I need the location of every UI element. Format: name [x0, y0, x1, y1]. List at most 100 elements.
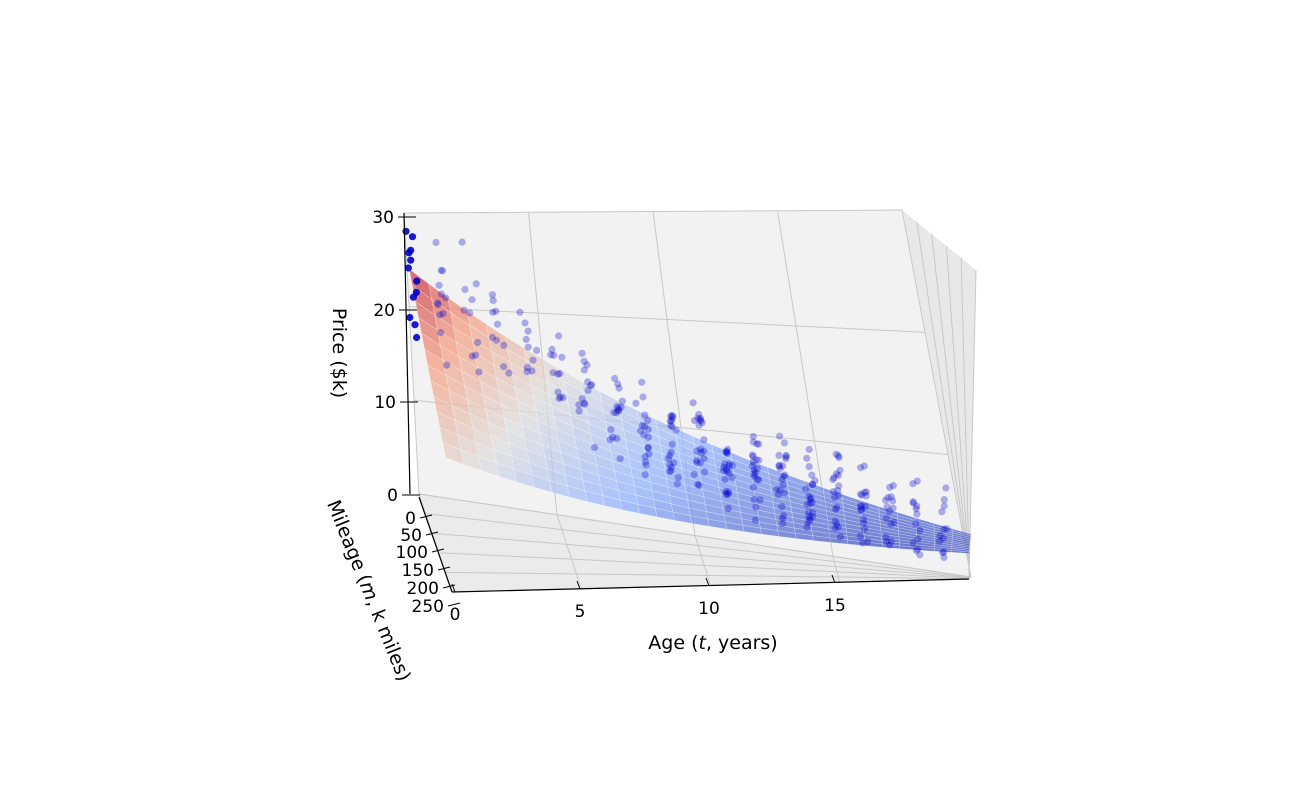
scatter-point [475, 368, 483, 376]
scatter-point [533, 346, 541, 354]
grid-z-wall-3 [403, 209, 903, 214]
scatter-point [406, 313, 414, 322]
scatter-point [890, 518, 898, 527]
scatter-point [548, 345, 556, 353]
scatter-point [443, 361, 451, 369]
scatter-point [857, 464, 865, 472]
scatter-point [580, 399, 588, 407]
scatter-point [618, 397, 627, 405]
scatter-point [632, 399, 640, 407]
scatter-point [500, 341, 508, 349]
scatter-point [611, 374, 619, 383]
scatter-point [489, 308, 497, 316]
scatter-point [641, 458, 650, 466]
scatter-point [556, 393, 565, 401]
scatter-point [580, 366, 588, 374]
x-tick-label: 15 [824, 596, 846, 616]
scatter-point [749, 438, 758, 446]
y-tick-label: 0 [405, 509, 416, 529]
scatter-point [614, 406, 623, 414]
scatter-point [750, 470, 758, 478]
scatter-point [698, 419, 706, 427]
scatter-point [493, 320, 502, 328]
scatter-point [664, 455, 673, 463]
scatter-point [832, 450, 840, 458]
scatter-point [723, 467, 731, 475]
scatter-point [748, 451, 757, 459]
scatter-point [782, 455, 790, 463]
scatter-point [889, 482, 897, 490]
scatter-point [468, 296, 476, 304]
scatter-point [803, 523, 811, 531]
y-tick-mark [447, 602, 461, 607]
scatter-point [803, 500, 811, 508]
scatter-point [835, 453, 843, 462]
scatter-point [881, 496, 890, 504]
scatter-point [616, 455, 624, 463]
scatter-point [523, 363, 532, 371]
scatter-point [586, 381, 595, 389]
scatter-point [936, 537, 944, 545]
scatter-point [724, 445, 732, 453]
scatter-point [460, 306, 468, 314]
scatter-point [778, 475, 786, 483]
scatter-point [939, 549, 947, 557]
scatter-point [887, 520, 895, 528]
scatter-point [640, 431, 648, 439]
scatter-point [458, 238, 466, 246]
scatter-point [666, 461, 674, 469]
scatter-point [695, 421, 703, 429]
x-tick-mark [576, 580, 581, 590]
scatter-point [402, 227, 410, 235]
scatter-point [811, 477, 819, 485]
scatter-point [637, 427, 645, 435]
scatter-point [831, 517, 839, 525]
scatter-point [936, 532, 944, 540]
scatter-point [753, 465, 762, 473]
scatter-point [411, 321, 419, 329]
scatter-point [833, 520, 841, 528]
scatter-point [940, 553, 948, 562]
scatter-point [808, 499, 816, 507]
scatter-point [909, 498, 917, 506]
y-tick-mark [425, 531, 439, 536]
scatter-point [439, 267, 447, 275]
scatter-point [547, 351, 555, 359]
scatter-point [806, 499, 814, 507]
scatter-point [493, 336, 501, 344]
scatter-point [554, 370, 562, 378]
fitted-surface [408, 268, 972, 554]
scatter-point [885, 541, 894, 549]
scatter-point [693, 458, 701, 467]
scatter-point [749, 483, 757, 491]
scatter-point [782, 451, 790, 459]
scatter-point [860, 519, 868, 527]
scatter-point [755, 456, 763, 464]
scatter-point [725, 469, 733, 477]
scatter-point [722, 448, 730, 456]
scatter-point [667, 417, 675, 425]
scatter-point [404, 264, 412, 272]
scatter-point [914, 545, 922, 553]
scatter-point [802, 485, 810, 493]
grid-right-1 [916, 221, 972, 578]
scatter-point [528, 367, 536, 375]
scatter-point [580, 357, 588, 365]
scatter-point [780, 472, 788, 480]
scatter-point [780, 489, 789, 497]
scatter-point [834, 471, 843, 479]
z-tick-label: 20 [373, 301, 395, 321]
scatter-point [750, 466, 758, 474]
grid-right-0 [901, 209, 972, 578]
scatter-point [667, 412, 675, 420]
scatter-point [668, 411, 676, 420]
scatter-point [666, 451, 674, 460]
scatter-point [832, 470, 841, 478]
scatter-point [805, 512, 813, 521]
scatter-point [722, 487, 730, 495]
scatter-point [723, 448, 731, 456]
scatter-point [884, 493, 892, 502]
scatter-point [755, 440, 763, 448]
z-axis-title: Price ($k) [328, 308, 350, 398]
